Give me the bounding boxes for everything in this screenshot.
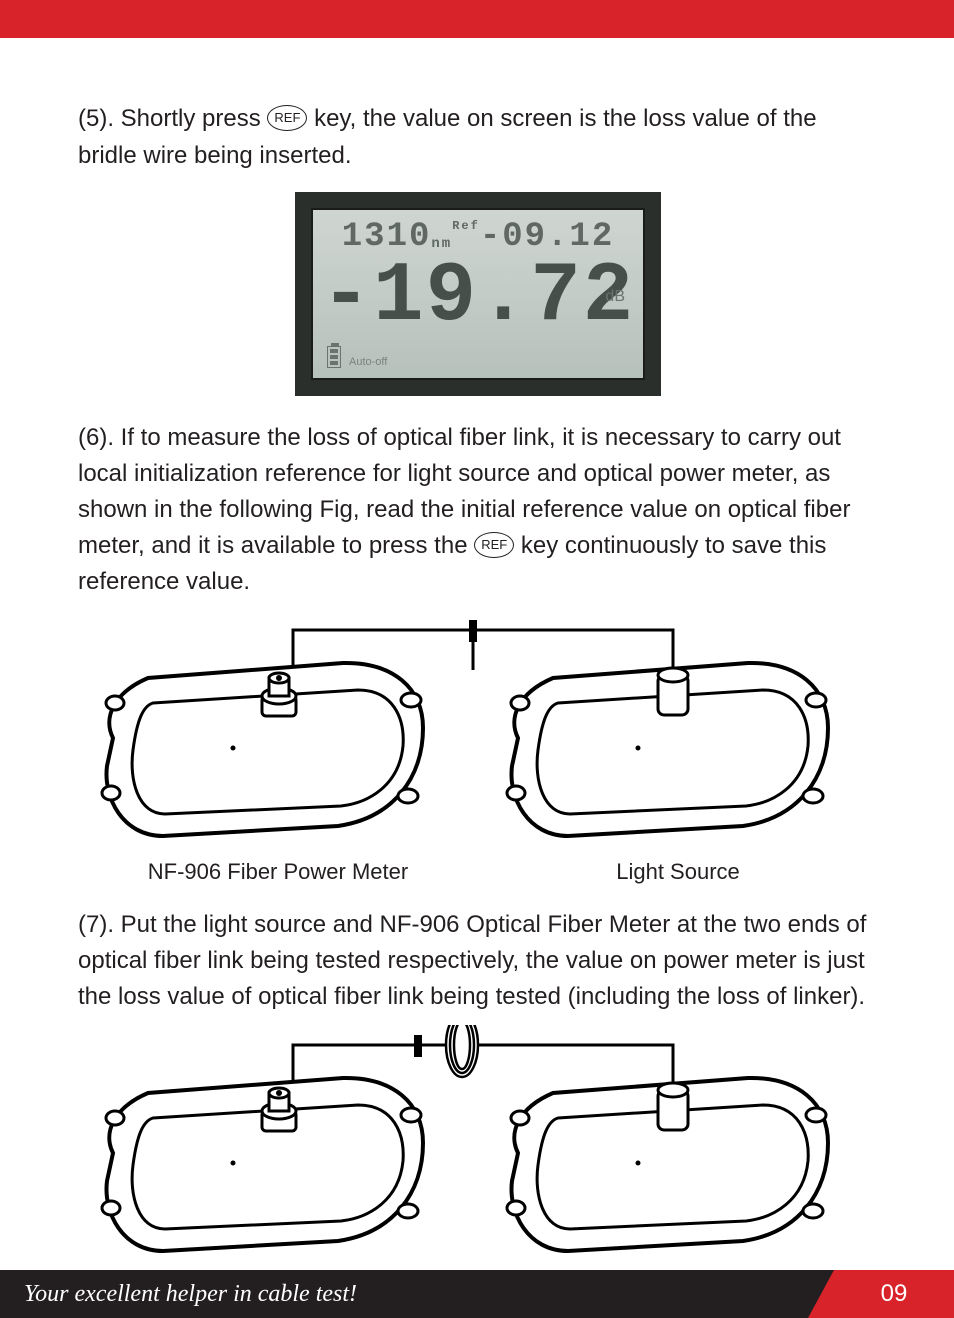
paragraph-7: (7). Put the light source and NF-906 Opt…: [78, 907, 878, 1015]
lcd-main-value: -19.72: [313, 256, 643, 340]
diagram-1-captions: NF-906 Fiber Power Meter Light Source: [78, 859, 878, 885]
battery-icon: [327, 346, 341, 368]
diagram1-right-caption: Light Source: [478, 859, 878, 885]
footer-page-number: 09: [834, 1270, 954, 1318]
para5-prefix: (5). Shortly press: [78, 105, 267, 132]
ref-key-icon: REF: [474, 532, 514, 558]
lcd-frame: 1310nmRef-09.12 -19.72 dB Auto-off: [295, 192, 661, 396]
diagram-1-svg: [78, 610, 878, 855]
lcd-screenshot: 1310nmRef-09.12 -19.72 dB Auto-off: [78, 192, 878, 396]
lcd-unit: dB: [605, 288, 625, 306]
lcd-ref-label: Ref: [452, 219, 480, 233]
diagram1-left-caption: NF-906 Fiber Power Meter: [78, 859, 478, 885]
ref-key-icon: REF: [267, 105, 307, 131]
lcd-panel: 1310nmRef-09.12 -19.72 dB Auto-off: [311, 208, 645, 380]
footer: Your excellent helper in cable test! 09: [0, 1270, 954, 1318]
page: (5). Shortly press REF key, the value on…: [0, 0, 954, 1318]
footer-tagline: Your excellent helper in cable test!: [0, 1270, 834, 1318]
paragraph-6: (6). If to measure the loss of optical f…: [78, 420, 878, 600]
diagram-1: [78, 610, 878, 855]
paragraph-5: (5). Shortly press REF key, the value on…: [78, 100, 878, 174]
top-brand-bar: [0, 0, 954, 38]
lcd-autooff: Auto-off: [349, 356, 387, 368]
content-area: (5). Shortly press REF key, the value on…: [78, 100, 878, 1300]
diagram-2-svg: [78, 1025, 878, 1270]
diagram-2: [78, 1025, 878, 1270]
